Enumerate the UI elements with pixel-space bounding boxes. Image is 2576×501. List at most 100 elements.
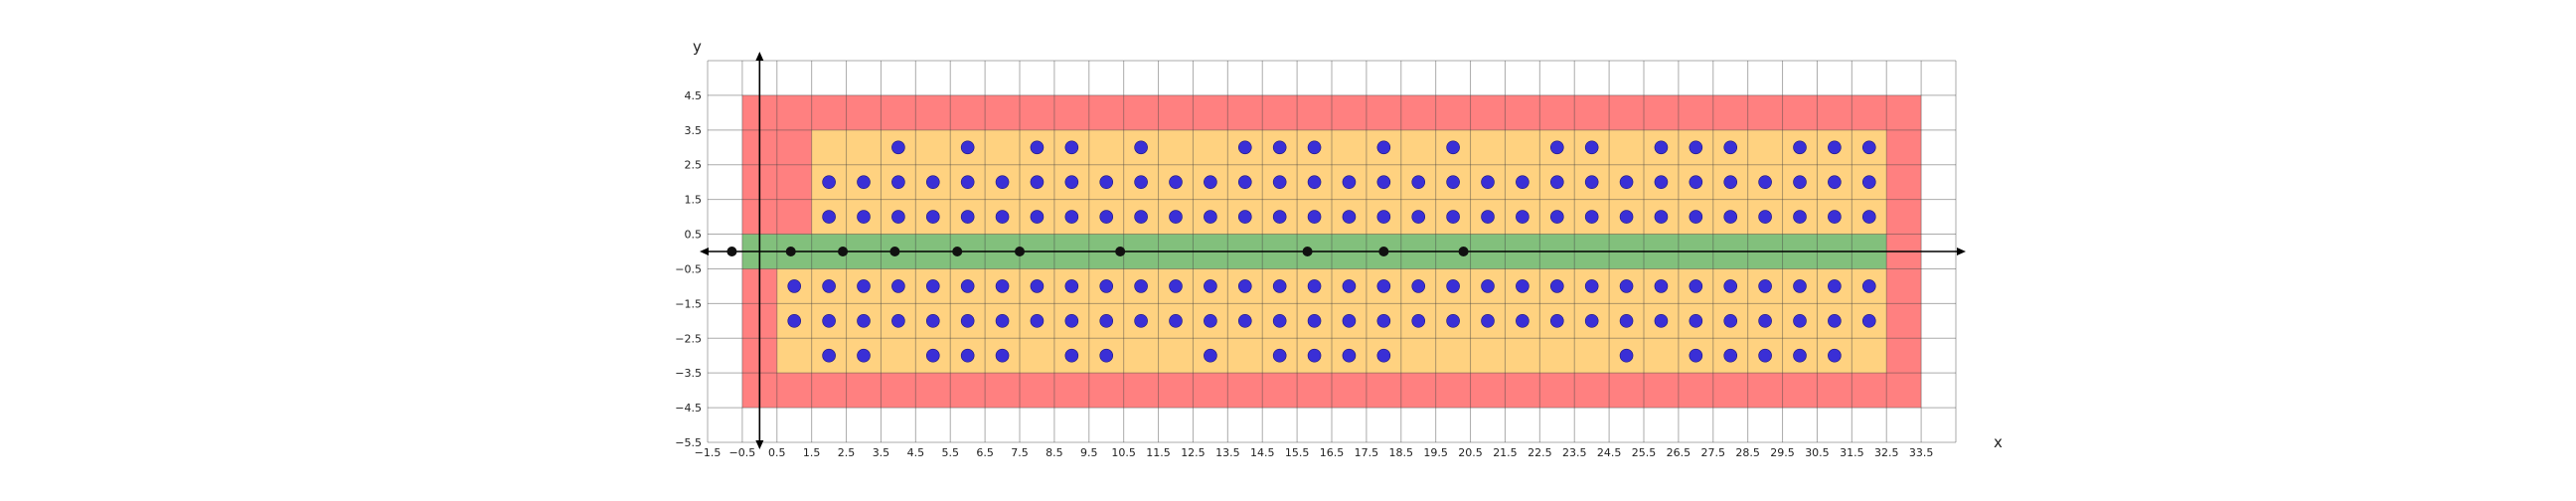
blue-point (1446, 175, 1460, 189)
blue-point (1549, 210, 1564, 224)
x-tick-label: 31.5 (1840, 446, 1864, 459)
blue-point (1793, 348, 1807, 363)
blue-point (1793, 175, 1807, 189)
blue-point (1204, 279, 1217, 293)
blue-point (1030, 210, 1045, 224)
blue-point (822, 314, 836, 328)
blue-point (960, 210, 975, 224)
x-tick-label: 20.5 (1458, 446, 1483, 459)
blue-point (1411, 279, 1426, 293)
x-tick-label: 21.5 (1493, 446, 1518, 459)
blue-point (1169, 314, 1183, 328)
y-tick-label: 3.5 (685, 124, 703, 137)
blue-point (1689, 314, 1703, 328)
blue-point (1134, 140, 1148, 155)
blue-point (891, 210, 905, 224)
x-axis-arrow-left (700, 248, 709, 255)
blue-point (1758, 279, 1772, 293)
blue-point (1446, 210, 1460, 224)
blue-point (1481, 210, 1495, 224)
axis-point (726, 247, 737, 256)
blue-point (1099, 175, 1114, 189)
blue-point (1237, 210, 1252, 224)
y-tick-labels: 4.5 3.5 2.5 1.5 0.5 −0.5 −1.5 −2.5 −3.5 −4.5 −5.5 (675, 89, 702, 449)
x-tick-label: 27.5 (1701, 446, 1726, 459)
blue-point (1237, 279, 1252, 293)
blue-point (1064, 314, 1079, 328)
blue-point (1030, 279, 1045, 293)
blue-point (1099, 348, 1114, 363)
x-tick-label: 1.5 (803, 446, 821, 459)
blue-point (1307, 279, 1322, 293)
blue-point (1481, 279, 1495, 293)
blue-point (1237, 175, 1252, 189)
blue-point (1723, 314, 1738, 328)
blue-point (1861, 140, 1876, 155)
blue-point (1307, 210, 1322, 224)
blue-point (1793, 314, 1807, 328)
y-axis-label: y (693, 38, 702, 56)
axis-point (952, 247, 963, 256)
blue-point (1861, 279, 1876, 293)
blue-point (1689, 175, 1703, 189)
blue-point (1030, 175, 1045, 189)
blue-point (857, 279, 871, 293)
blue-point (1654, 210, 1669, 224)
blue-point (1237, 140, 1252, 155)
blue-point (925, 314, 940, 328)
blue-point (1828, 140, 1842, 155)
blue-point (1723, 279, 1738, 293)
y-tick-label: −3.5 (675, 367, 702, 380)
blue-point (1758, 175, 1772, 189)
blue-point (1689, 140, 1703, 155)
blue-point (1516, 279, 1530, 293)
x-tick-label: 22.5 (1528, 446, 1552, 459)
axis-point (838, 247, 849, 256)
blue-point (1376, 175, 1391, 189)
x-tick-label: 30.5 (1805, 446, 1830, 459)
blue-point (1723, 210, 1738, 224)
blue-point (1758, 314, 1772, 328)
blue-point (1064, 279, 1079, 293)
x-tick-label: 2.5 (838, 446, 856, 459)
x-tick-label: 32.5 (1874, 446, 1899, 459)
blue-point (1169, 210, 1183, 224)
blue-point (787, 314, 802, 328)
blue-point (1099, 314, 1114, 328)
blue-point (1204, 175, 1217, 189)
axis-point (1458, 247, 1469, 256)
blue-point (1481, 175, 1495, 189)
blue-point (1030, 314, 1045, 328)
blue-point (1307, 348, 1322, 363)
x-tick-label: 12.5 (1181, 446, 1206, 459)
blue-point (1446, 314, 1460, 328)
x-tick-label: 6.5 (976, 446, 994, 459)
blue-point (1549, 175, 1564, 189)
blue-point (995, 348, 1010, 363)
blue-point (1584, 140, 1599, 155)
blue-point (822, 348, 836, 363)
y-tick-label: 1.5 (685, 194, 703, 207)
axis-point (889, 247, 900, 256)
blue-point (1793, 140, 1807, 155)
blue-point (1134, 279, 1148, 293)
blue-point (1689, 348, 1703, 363)
y-tick-label: −4.5 (675, 402, 702, 415)
blue-point (1342, 175, 1357, 189)
blue-point (1064, 348, 1079, 363)
y-axis-arrow-up (755, 52, 764, 61)
x-tick-label: 16.5 (1320, 446, 1345, 459)
blue-point (1516, 314, 1530, 328)
y-tick-label: 4.5 (685, 89, 703, 102)
blue-point (1376, 314, 1391, 328)
blue-point (1064, 175, 1079, 189)
blue-point (960, 279, 975, 293)
x-tick-label: 18.5 (1389, 446, 1414, 459)
x-tick-label: 29.5 (1770, 446, 1795, 459)
blue-point (925, 348, 940, 363)
blue-point (1654, 175, 1669, 189)
blue-point (1342, 314, 1357, 328)
blue-point (1828, 279, 1842, 293)
blue-point (1828, 175, 1842, 189)
